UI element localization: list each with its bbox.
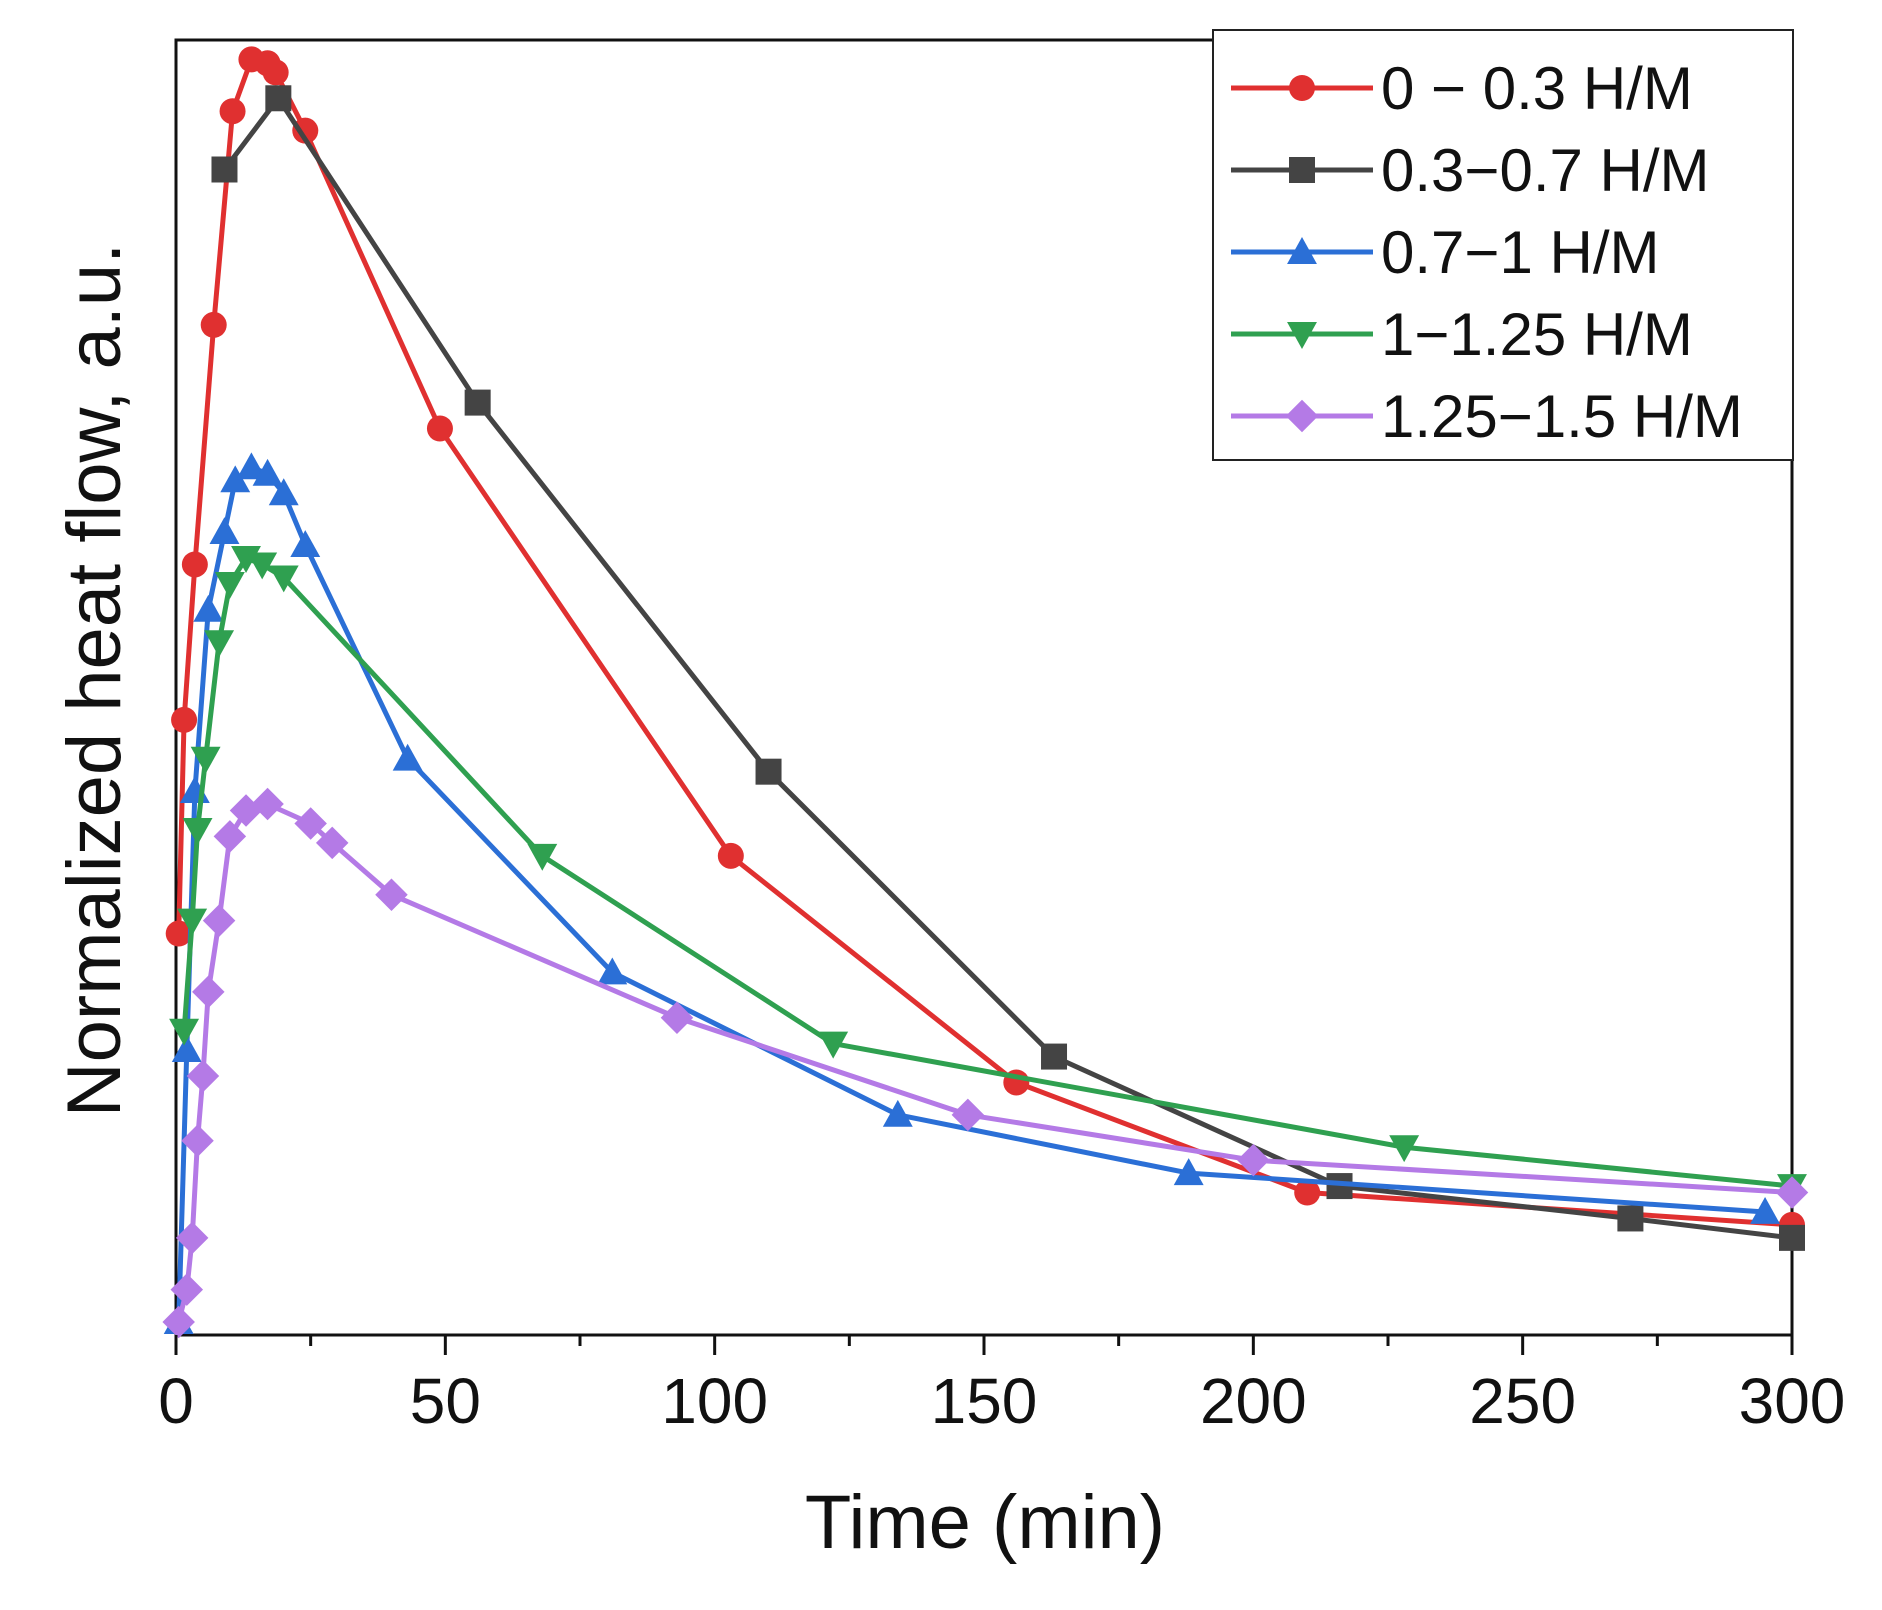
data-point: [175, 1221, 209, 1255]
x-tick-label: 200: [1200, 1365, 1307, 1437]
data-point: [190, 746, 221, 774]
data-point: [392, 743, 423, 771]
data-point: [177, 908, 208, 936]
legend-label: 1.25−1.5 H/M: [1381, 383, 1743, 450]
legend-box: [1212, 29, 1794, 461]
data-point: [426, 415, 453, 442]
x-tick-label: 150: [931, 1365, 1038, 1437]
data-point: [294, 807, 327, 840]
legend-item: 1.25−1.5 H/M: [1231, 383, 1743, 450]
data-point: [1237, 1143, 1270, 1177]
legend-item: 0 − 0.3 H/M: [1231, 55, 1693, 122]
series-3: [163, 452, 1781, 1335]
data-point: [193, 594, 224, 622]
x-tick-label: 0: [158, 1365, 194, 1437]
data-point: [527, 843, 558, 871]
data-point: [268, 478, 299, 506]
legend-item: 0.3−0.7 H/M: [1231, 137, 1710, 204]
legend-label: 0 − 0.3 H/M: [1381, 55, 1693, 122]
data-point: [209, 517, 240, 545]
data-point: [268, 565, 299, 593]
data-point: [818, 1031, 849, 1059]
data-point: [660, 1001, 694, 1034]
legend: 0 − 0.3 H/M 0.3−0.7 H/M 0.7−1 H/M 1−1.25 H/…: [1212, 29, 1794, 461]
data-point: [170, 1273, 204, 1306]
data-point: [186, 1059, 220, 1093]
legend-label: 1−1.25 H/M: [1381, 301, 1693, 368]
data-point: [1041, 1043, 1068, 1070]
data-point: [202, 904, 236, 937]
series-line: [181, 555, 1793, 1189]
data-point: [162, 1305, 195, 1339]
x-axis: 0 50 100 150 200 250 300: [158, 1335, 1845, 1437]
data-point: [236, 452, 267, 480]
legend-marker: [1285, 399, 1319, 433]
x-tick-label: 250: [1469, 1365, 1576, 1437]
series-line: [222, 95, 1793, 1241]
data-point: [315, 826, 349, 860]
data-point: [219, 98, 246, 125]
legend-item: 1−1.25 H/M: [1231, 301, 1693, 368]
data-point: [182, 817, 213, 845]
legend-marker: [1289, 157, 1315, 183]
data-point: [192, 975, 225, 1009]
data-point: [292, 117, 319, 144]
y-axis-title: Normalized heat flow, a.u.: [52, 243, 137, 1117]
legend-label: 0.7−1 H/M: [1381, 219, 1659, 286]
data-point: [181, 551, 208, 578]
data-point: [165, 920, 192, 947]
x-axis-title: Time (min): [805, 1480, 1165, 1565]
data-point: [1294, 1179, 1321, 1206]
data-point: [755, 758, 782, 785]
data-point: [200, 311, 227, 338]
data-point: [464, 389, 491, 416]
x-tick-label: 50: [410, 1365, 481, 1437]
x-tick-label: 100: [661, 1365, 768, 1437]
data-point: [252, 458, 283, 486]
series-2: [211, 85, 1805, 1251]
x-tick-label: 300: [1739, 1365, 1846, 1437]
series-4: [169, 546, 1807, 1202]
data-point: [181, 1124, 214, 1157]
data-point: [1775, 1176, 1809, 1209]
legend-marker: [1287, 322, 1317, 349]
legend-item: 0.7−1 H/M: [1231, 219, 1659, 286]
data-point: [951, 1098, 985, 1132]
data-point: [247, 552, 278, 580]
series-line: [176, 801, 1793, 1323]
data-point: [171, 706, 198, 733]
series-5: [162, 787, 1809, 1339]
series-layer: [162, 46, 1809, 1339]
data-point: [251, 787, 284, 821]
data-point: [1389, 1135, 1420, 1163]
data-point: [1173, 1158, 1204, 1186]
data-point: [211, 156, 238, 183]
legend-marker: [1289, 75, 1315, 101]
data-point: [213, 820, 247, 853]
data-point: [882, 1099, 913, 1127]
data-point: [262, 59, 289, 86]
data-point: [290, 530, 321, 558]
data-point: [204, 630, 235, 658]
data-point: [375, 878, 408, 911]
legend-label: 0.3−0.7 H/M: [1381, 137, 1710, 204]
data-point: [214, 571, 245, 599]
data-point: [265, 85, 292, 112]
series-line: [176, 464, 1766, 1323]
data-point: [1750, 1197, 1781, 1224]
data-point: [169, 1018, 200, 1046]
data-point: [1779, 1224, 1805, 1251]
data-point: [717, 842, 744, 869]
data-point: [220, 465, 251, 493]
legend-marker: [1287, 237, 1317, 264]
series-1: [165, 46, 1805, 1238]
data-point: [171, 1035, 202, 1063]
data-point: [1617, 1205, 1644, 1232]
data-point: [597, 957, 628, 985]
